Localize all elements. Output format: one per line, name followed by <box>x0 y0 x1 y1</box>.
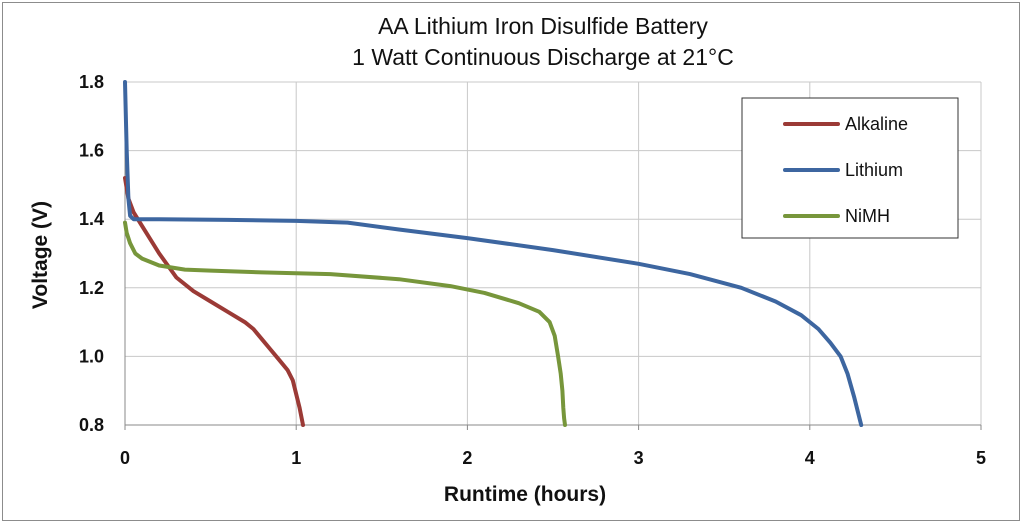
legend: Alkaline Lithium NiMH <box>741 97 959 239</box>
y-tick-label: 0.8 <box>79 415 104 435</box>
x-tick-label: 1 <box>291 448 301 468</box>
x-tick-labels: 0 1 2 3 4 5 <box>120 448 986 468</box>
series-line-nimh <box>123 220 567 427</box>
series-line-alkaline <box>123 176 305 427</box>
y-tick-label: 1.4 <box>79 209 104 229</box>
x-tick-label: 0 <box>120 448 130 468</box>
chart-title: AA Lithium Iron Disulfide Battery <box>378 13 708 39</box>
legend-label-nimh: NiMH <box>845 206 890 226</box>
x-axis-label: Runtime (hours) <box>444 483 606 506</box>
legend-label-alkaline: Alkaline <box>845 114 908 134</box>
x-tick-label: 5 <box>976 448 986 468</box>
grid <box>124 81 982 430</box>
y-tick-labels: 0.8 1.0 1.2 1.4 1.6 1.8 <box>79 72 104 435</box>
legend-entries: Alkaline Lithium NiMH <box>783 114 908 226</box>
x-tick-label: 4 <box>805 448 815 468</box>
y-tick-label: 1.0 <box>79 346 104 366</box>
series-layer <box>123 80 864 427</box>
legend-label-lithium: Lithium <box>845 160 903 180</box>
y-tick-label: 1.6 <box>79 141 104 161</box>
legend-box <box>741 97 959 239</box>
y-axis-label: Voltage (V) <box>29 201 52 309</box>
y-tick-label: 1.2 <box>79 278 104 298</box>
series-line-lithium <box>123 80 864 427</box>
y-tick-label: 1.8 <box>79 72 104 92</box>
x-tick-label: 3 <box>634 448 644 468</box>
x-tick-label: 2 <box>462 448 472 468</box>
chart-svg: 0.8 1.0 1.2 1.4 1.6 1.8 0 1 2 3 4 5 AA Lithium Iro… <box>29 13 986 506</box>
chart-subtitle: 1 Watt Continuous Discharge at 21°C <box>352 44 734 70</box>
